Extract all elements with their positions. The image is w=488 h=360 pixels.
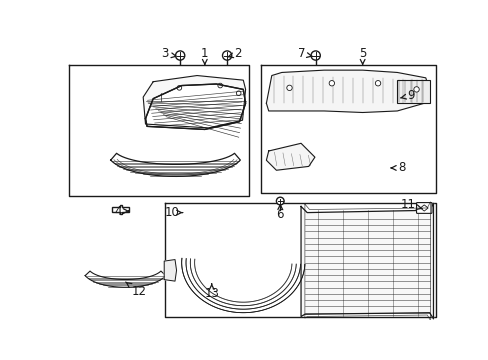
Polygon shape	[112, 206, 129, 213]
Circle shape	[276, 197, 284, 205]
Text: 5: 5	[358, 48, 366, 64]
Text: 3: 3	[161, 48, 176, 60]
Text: 4: 4	[114, 204, 128, 217]
Polygon shape	[164, 260, 176, 281]
Polygon shape	[85, 271, 165, 287]
Polygon shape	[110, 153, 240, 176]
Text: 11: 11	[400, 198, 422, 211]
Circle shape	[310, 51, 320, 60]
Text: 12: 12	[125, 282, 146, 298]
Text: 7: 7	[298, 48, 312, 60]
Polygon shape	[266, 70, 428, 112]
Text: 2: 2	[227, 48, 241, 60]
Text: 9: 9	[400, 89, 414, 102]
Text: 8: 8	[390, 161, 405, 175]
Polygon shape	[145, 84, 245, 130]
Text: 13: 13	[204, 284, 219, 300]
Polygon shape	[301, 203, 432, 319]
FancyBboxPatch shape	[396, 80, 429, 103]
Circle shape	[375, 81, 380, 86]
Circle shape	[413, 87, 418, 92]
Polygon shape	[182, 257, 304, 313]
Circle shape	[222, 51, 231, 60]
Circle shape	[175, 51, 184, 60]
Polygon shape	[266, 143, 314, 170]
Circle shape	[328, 81, 334, 86]
Text: 6: 6	[276, 204, 284, 221]
FancyBboxPatch shape	[416, 203, 431, 213]
Circle shape	[286, 85, 292, 91]
Text: 1: 1	[201, 48, 208, 64]
Text: 10: 10	[164, 206, 183, 219]
Polygon shape	[143, 76, 245, 128]
